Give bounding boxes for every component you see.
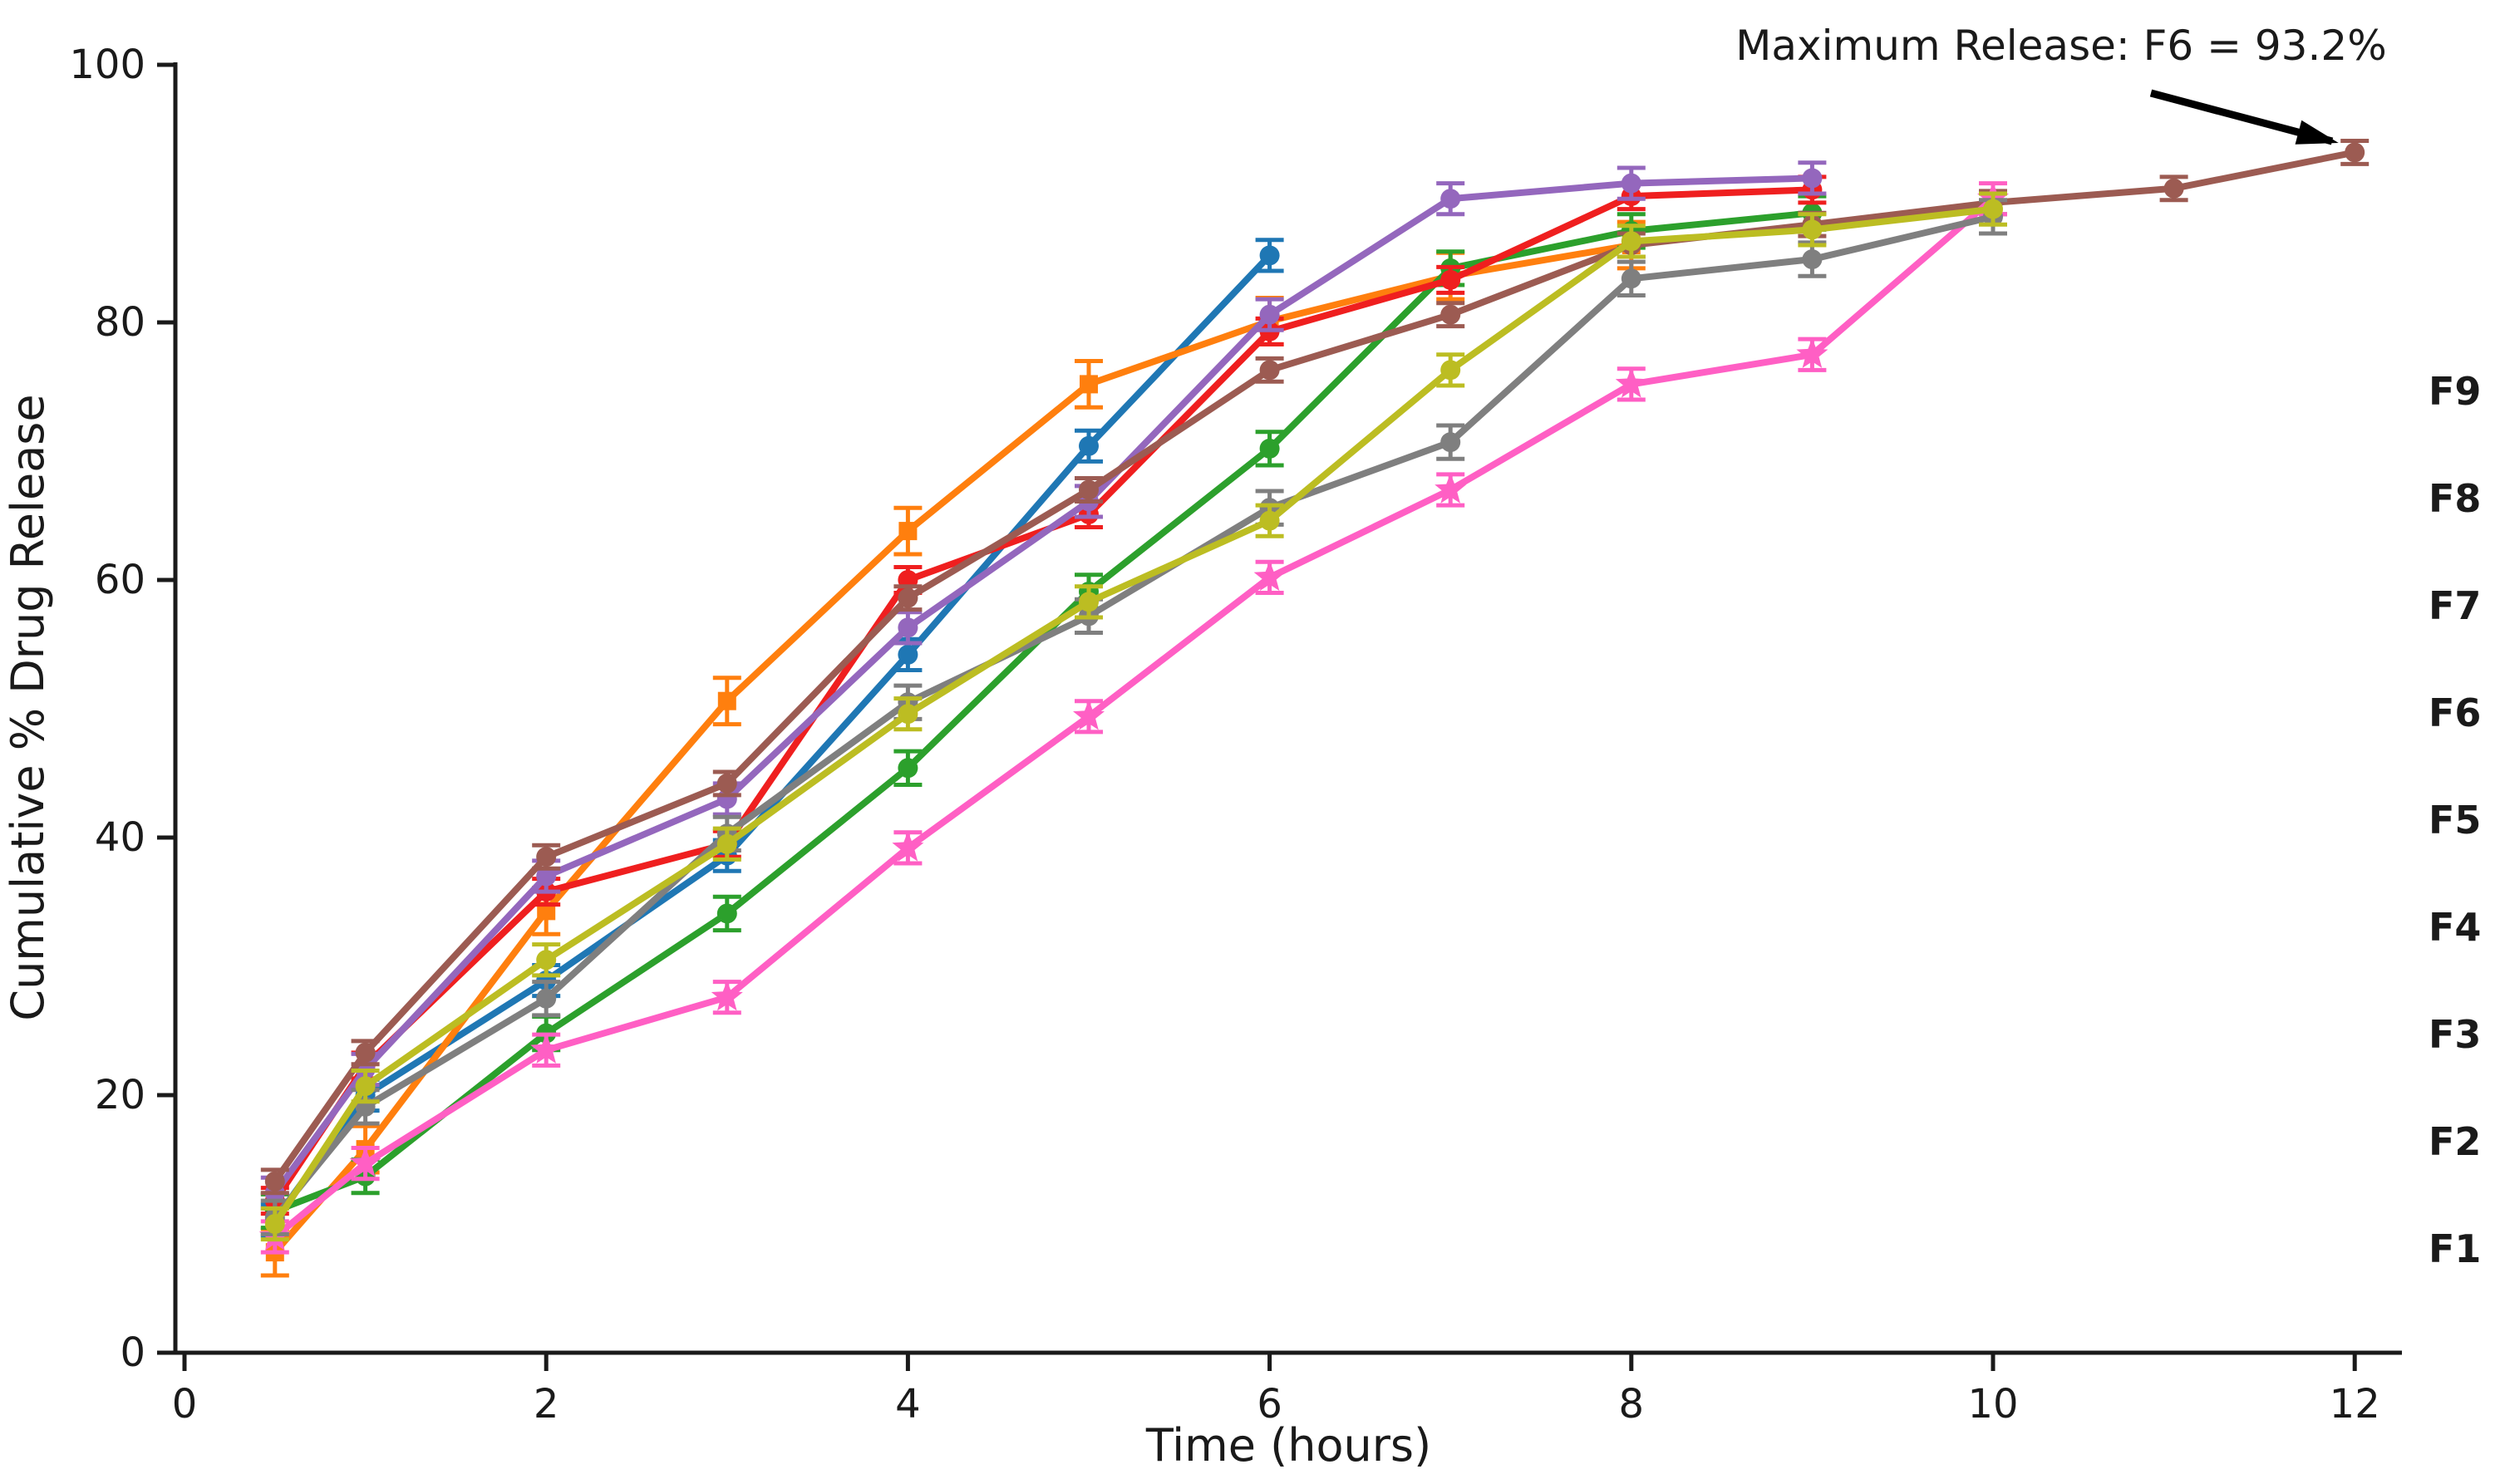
data-point-F9 — [355, 1076, 376, 1097]
series-F6 — [260, 138, 2370, 1196]
data-point-F7 — [1435, 473, 1467, 504]
data-point-F1 — [1079, 435, 1099, 456]
legend-label-F8: F8 — [2429, 476, 2481, 521]
data-point-F3 — [898, 758, 918, 779]
series-line-F5 — [272, 174, 1813, 1196]
series-line-F9 — [272, 205, 1994, 1226]
x-tick-label: 0 — [172, 1381, 198, 1427]
data-point-F3 — [716, 903, 737, 924]
x-tick-label: 12 — [2330, 1381, 2380, 1427]
data-point-F5 — [1621, 173, 1641, 194]
data-point-F9 — [1621, 231, 1641, 252]
legend-label-F4: F4 — [2429, 905, 2481, 950]
y-tick-label: 20 — [95, 1072, 145, 1118]
data-point-F9 — [1983, 199, 2003, 219]
series-F4 — [260, 174, 1827, 1216]
y-tick-label: 0 — [120, 1329, 145, 1376]
data-point-F6 — [1440, 304, 1461, 325]
data-point-F2 — [1080, 375, 1098, 394]
legend-label-F6: F6 — [2429, 690, 2481, 735]
data-point-F8 — [1440, 432, 1461, 453]
data-point-F8 — [536, 988, 557, 1009]
x-tick-label: 10 — [1967, 1381, 2018, 1427]
data-point-F5 — [1259, 304, 1280, 325]
series-line-F2 — [272, 242, 1632, 1255]
data-point-F6 — [2345, 142, 2365, 163]
data-point-F7 — [711, 980, 743, 1011]
y-tick-label: 80 — [95, 299, 145, 346]
data-point-F9 — [1079, 592, 1099, 612]
data-point-F7 — [1615, 367, 1647, 398]
series-F3 — [260, 194, 1827, 1231]
data-point-F6 — [1259, 360, 1280, 381]
series-line-F4 — [272, 186, 1813, 1203]
legend-label-F5: F5 — [2429, 798, 2481, 843]
x-tick-label: 8 — [1619, 1381, 1645, 1427]
data-point-F7 — [349, 1147, 381, 1177]
data-point-F9 — [1259, 510, 1280, 531]
series-F7 — [258, 181, 2009, 1255]
data-point-F7 — [1796, 337, 1828, 368]
data-point-F1 — [898, 644, 918, 665]
x-axis-label: Time (hours) — [1145, 1419, 1431, 1472]
data-point-F7 — [892, 831, 924, 862]
annotation-arrowhead — [2295, 120, 2339, 145]
data-point-F9 — [264, 1214, 285, 1234]
data-point-F6 — [355, 1042, 376, 1063]
y-tick-label: 60 — [95, 557, 145, 603]
y-axis-label: Cumulative % Drug Release — [2, 394, 54, 1020]
data-point-F9 — [716, 833, 737, 854]
data-point-F9 — [1440, 360, 1461, 381]
data-point-F9 — [1802, 219, 1823, 240]
data-point-F7 — [1253, 560, 1286, 592]
x-tick-label: 2 — [534, 1381, 559, 1427]
y-tick-label: 100 — [69, 42, 145, 88]
x-tick-label: 6 — [1257, 1381, 1282, 1427]
data-point-F9 — [536, 950, 557, 970]
data-point-F9 — [898, 704, 918, 725]
legend-label-F7: F7 — [2429, 583, 2481, 628]
data-point-F6 — [536, 847, 557, 867]
data-point-F2 — [717, 691, 736, 710]
data-point-F1 — [1259, 245, 1280, 266]
series-F9 — [260, 191, 2007, 1242]
legend-label-F2: F2 — [2429, 1119, 2481, 1164]
data-point-F8 — [1802, 249, 1823, 270]
legend-label-F3: F3 — [2429, 1012, 2481, 1057]
data-point-F6 — [898, 587, 918, 608]
legend-label-F9: F9 — [2429, 369, 2481, 414]
data-point-F7 — [1073, 700, 1105, 730]
series-F8 — [260, 198, 2007, 1236]
data-point-F6 — [264, 1171, 285, 1192]
y-tick-label: 40 — [95, 814, 145, 861]
x-tick-label: 4 — [895, 1381, 921, 1427]
data-point-F5 — [898, 617, 918, 638]
data-point-F5 — [536, 866, 557, 887]
data-point-F6 — [716, 773, 737, 794]
series-line-F3 — [273, 209, 1813, 1215]
data-point-F6 — [2163, 178, 2184, 199]
data-point-F8 — [1621, 268, 1641, 289]
data-point-F3 — [1259, 438, 1280, 459]
data-point-F4 — [1440, 269, 1461, 290]
annotation-text: Maximum Release: F6 = 93.2% — [1735, 22, 2386, 70]
data-point-F7 — [530, 1033, 563, 1064]
legend-label-F1: F1 — [2429, 1226, 2481, 1271]
series-line-F7 — [273, 196, 1996, 1240]
data-point-F6 — [1079, 479, 1099, 500]
data-point-F5 — [1440, 189, 1461, 209]
data-point-F2 — [898, 522, 918, 541]
series-F5 — [260, 160, 1827, 1211]
data-point-F5 — [1802, 168, 1823, 189]
